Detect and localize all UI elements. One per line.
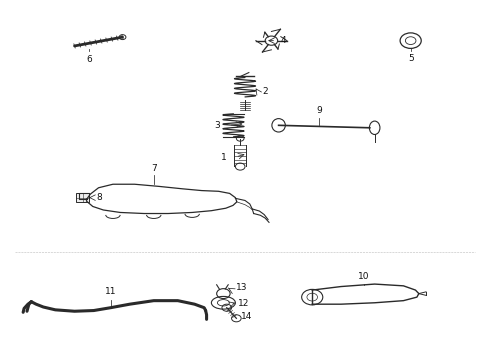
Text: 9: 9	[317, 106, 322, 115]
Text: 2: 2	[262, 87, 268, 96]
Text: 3: 3	[214, 121, 220, 130]
Text: 5: 5	[408, 54, 414, 63]
Text: 1: 1	[221, 153, 227, 162]
Text: 6: 6	[86, 55, 92, 64]
Text: 4: 4	[281, 36, 287, 45]
Text: 12: 12	[238, 299, 249, 308]
Text: 14: 14	[241, 312, 252, 321]
Text: 8: 8	[96, 193, 102, 202]
Text: 7: 7	[151, 164, 157, 173]
Text: 13: 13	[236, 283, 248, 292]
Circle shape	[119, 35, 126, 40]
Circle shape	[265, 36, 278, 45]
Text: 10: 10	[358, 271, 370, 280]
FancyBboxPatch shape	[76, 193, 89, 202]
Text: 11: 11	[105, 287, 116, 296]
